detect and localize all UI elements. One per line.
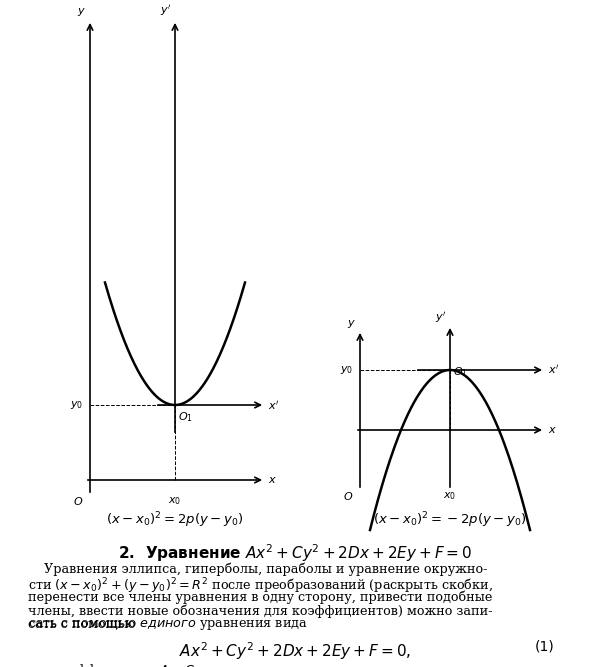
Text: $O_1$: $O_1$ xyxy=(178,410,193,424)
Text: Уравнения эллипса, гиперболы, параболы и уравнение окружно-: Уравнения эллипса, гиперболы, параболы и… xyxy=(28,562,487,576)
Text: $x'$: $x'$ xyxy=(548,364,559,376)
Text: $y_0$: $y_0$ xyxy=(340,364,353,376)
Text: $(x - x_0)^2 = -2p(y - y_0)$: $(x - x_0)^2 = -2p(y - y_0)$ xyxy=(373,510,527,530)
Text: $y'$: $y'$ xyxy=(160,3,171,18)
Text: $x'$: $x'$ xyxy=(268,398,280,412)
Text: $O$: $O$ xyxy=(343,490,353,502)
Text: сать с помощью: сать с помощью xyxy=(28,618,139,631)
Text: члены, ввести новые обозначения для коэффициентов) можно запи-: члены, ввести новые обозначения для коэф… xyxy=(28,604,493,618)
Text: $(x - x_0)^2 = 2p(y - y_0)$: $(x - x_0)^2 = 2p(y - y_0)$ xyxy=(106,510,244,530)
Text: $x_0$: $x_0$ xyxy=(443,490,457,502)
Text: сать с помощью $\it{единого}$ уравнения вида: сать с помощью $\it{единого}$ уравнения … xyxy=(28,618,308,632)
Text: $x$: $x$ xyxy=(268,475,277,485)
Text: где коэффициенты $A$ и $C$ не равны нулю одновременно.: где коэффициенты $A$ и $C$ не равны нулю… xyxy=(28,662,404,667)
Text: $y'$: $y'$ xyxy=(435,310,446,325)
Text: сти $(x-x_0)^2+(y-y_0)^2=R^2$ после преобразований (раскрыть скобки,: сти $(x-x_0)^2+(y-y_0)^2=R^2$ после прео… xyxy=(28,576,493,596)
Text: перенести все члены уравнения в одну сторону, привести подобные: перенести все члены уравнения в одну сто… xyxy=(28,590,493,604)
Text: $O$: $O$ xyxy=(73,495,83,507)
Text: $x_0$: $x_0$ xyxy=(168,495,182,507)
Text: $y$: $y$ xyxy=(77,6,86,18)
Text: $O_1$: $O_1$ xyxy=(453,365,468,379)
Text: 2.  Уравнение $Ax^2 + Cy^2 + 2Dx + 2Ey + F = 0$: 2. Уравнение $Ax^2 + Cy^2 + 2Dx + 2Ey + … xyxy=(118,542,472,564)
Text: $x$: $x$ xyxy=(548,425,557,435)
Text: $y$: $y$ xyxy=(347,318,356,330)
Text: $y_0$: $y_0$ xyxy=(70,399,83,411)
Text: (1): (1) xyxy=(535,640,555,654)
Text: $Ax^2 + Cy^2 + 2Dx + 2Ey + F = 0,$: $Ax^2 + Cy^2 + 2Dx + 2Ey + F = 0,$ xyxy=(179,640,411,662)
